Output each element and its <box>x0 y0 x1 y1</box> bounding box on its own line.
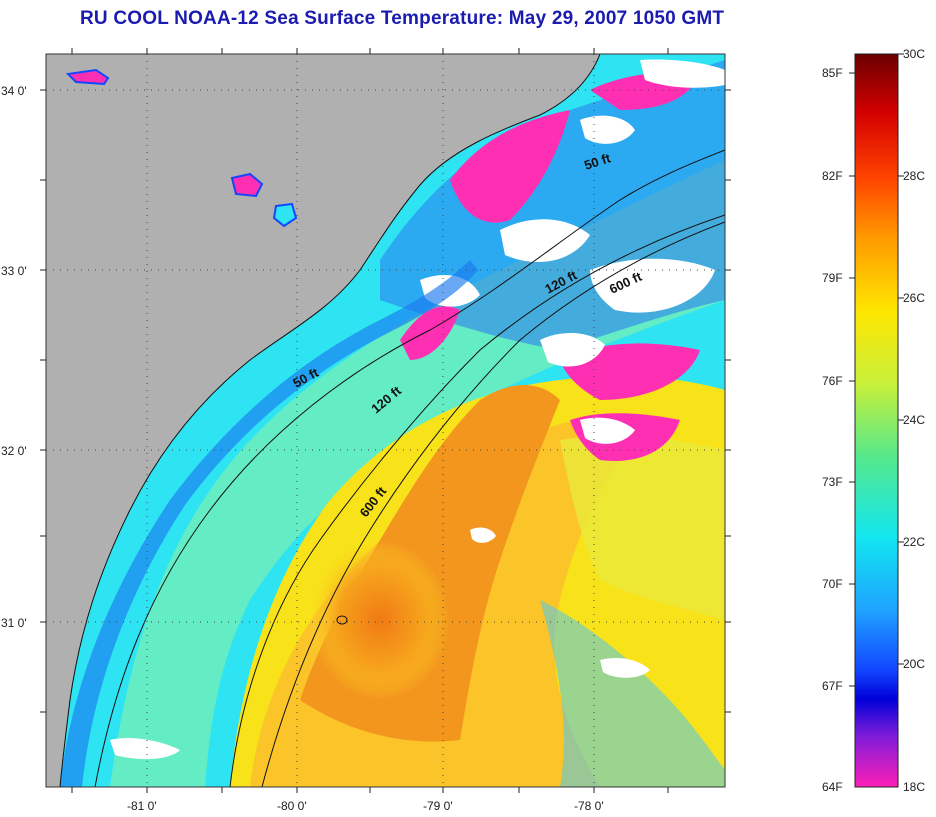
colorbar-label-70f: 70F <box>822 577 843 591</box>
lon-label-78: -78 0' <box>574 799 604 813</box>
colorbar-label-26c: 26C <box>903 291 926 305</box>
colorbar-label-28c: 28C <box>903 169 926 183</box>
colorbar-label-24c: 24C <box>903 413 926 427</box>
colorbar-ticks <box>849 53 904 687</box>
colorbar-label-67f: 67F <box>822 679 843 693</box>
lon-label-80: -80 0' <box>277 799 307 813</box>
lat-label-34: 34 0' <box>1 84 27 98</box>
lat-label-31: 31 0' <box>1 616 27 630</box>
lat-label-32: 32 0' <box>1 444 27 458</box>
colorbar-label-76f: 76F <box>822 374 843 388</box>
colorbar-label-22c: 22C <box>903 535 926 549</box>
colorbar-label-20c: 20C <box>903 657 926 671</box>
colorbar-label-64f: 64F <box>822 780 843 794</box>
map-title: RU COOL NOAA-12 Sea Surface Temperature:… <box>80 8 725 29</box>
lat-label-33: 33 0' <box>1 264 27 278</box>
axis-ticks <box>40 48 731 793</box>
colorbar-label-18c: 18C <box>903 780 926 794</box>
colorbar-label-73f: 73F <box>822 475 843 489</box>
lon-label-81: -81 0' <box>127 799 157 813</box>
sst-field <box>46 54 725 787</box>
colorbar <box>854 53 899 788</box>
colorbar-label-85f: 85F <box>822 66 843 80</box>
colorbar-label-79f: 79F <box>822 271 843 285</box>
lon-label-79: -79 0' <box>423 799 453 813</box>
colorbar-label-30c: 30C <box>903 47 926 61</box>
colorbar-label-82f: 82F <box>822 169 843 183</box>
